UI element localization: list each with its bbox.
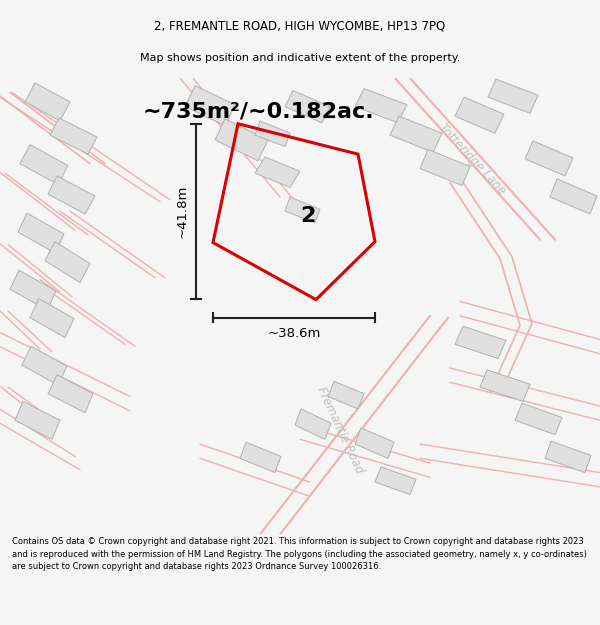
Polygon shape (285, 197, 320, 222)
Polygon shape (185, 86, 235, 126)
Polygon shape (285, 91, 330, 123)
Polygon shape (355, 89, 407, 122)
Polygon shape (455, 326, 506, 359)
Polygon shape (30, 299, 74, 338)
Polygon shape (390, 116, 442, 152)
Polygon shape (255, 157, 300, 188)
Polygon shape (18, 213, 64, 253)
Text: Map shows position and indicative extent of the property.: Map shows position and indicative extent… (140, 53, 460, 63)
Polygon shape (420, 149, 470, 186)
Polygon shape (45, 242, 90, 282)
Polygon shape (15, 401, 60, 439)
Text: 2, FREMANTLE ROAD, HIGH WYCOMBE, HP13 7PQ: 2, FREMANTLE ROAD, HIGH WYCOMBE, HP13 7P… (154, 20, 446, 33)
Text: ~38.6m: ~38.6m (268, 328, 320, 341)
Polygon shape (355, 428, 394, 458)
Polygon shape (295, 409, 331, 439)
Polygon shape (22, 346, 67, 385)
Polygon shape (48, 374, 93, 413)
Polygon shape (515, 403, 562, 434)
Polygon shape (328, 381, 364, 409)
Polygon shape (375, 467, 416, 494)
Polygon shape (255, 121, 290, 146)
Polygon shape (50, 118, 97, 154)
Polygon shape (525, 141, 573, 176)
Polygon shape (48, 176, 95, 214)
Polygon shape (550, 179, 597, 214)
Polygon shape (480, 370, 530, 401)
Text: ~41.8m: ~41.8m (176, 184, 188, 238)
Text: Totteridge Lane: Totteridge Lane (436, 121, 508, 197)
Polygon shape (455, 97, 504, 133)
Polygon shape (10, 270, 56, 310)
Text: ~735m²/~0.182ac.: ~735m²/~0.182ac. (143, 101, 374, 121)
Polygon shape (20, 144, 68, 184)
Polygon shape (215, 119, 268, 161)
Polygon shape (25, 83, 70, 121)
Text: 2: 2 (301, 206, 316, 226)
Text: Fremantle Road: Fremantle Road (314, 384, 366, 475)
Polygon shape (240, 442, 281, 472)
Text: Contains OS data © Crown copyright and database right 2021. This information is : Contains OS data © Crown copyright and d… (12, 538, 587, 571)
Polygon shape (545, 441, 591, 472)
Polygon shape (488, 79, 538, 113)
